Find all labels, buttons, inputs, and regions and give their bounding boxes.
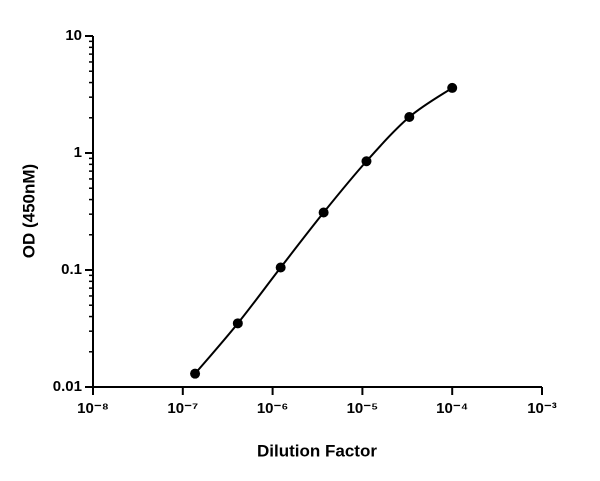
- y-tick-label: 0.1: [61, 261, 82, 278]
- y-axis-title: OD (450nM): [19, 164, 38, 258]
- fit-curve: [194, 87, 453, 375]
- data-point: [275, 262, 286, 273]
- data-point: [232, 318, 243, 329]
- y-tick-label: 1: [74, 144, 82, 161]
- x-tick-label: 10⁻⁷: [167, 400, 198, 417]
- x-tick-label: 10⁻⁶: [257, 400, 289, 417]
- x-tick-label: 10⁻³: [527, 400, 557, 417]
- x-tick-label: 10⁻⁴: [436, 400, 468, 417]
- data-point: [190, 368, 201, 379]
- data-point: [361, 156, 372, 167]
- x-tick-label: 10⁻⁸: [77, 400, 109, 417]
- data-point: [318, 207, 329, 218]
- data-point: [404, 112, 415, 123]
- y-tick-label: 0.01: [53, 378, 82, 395]
- x-tick-label: 10⁻⁵: [347, 400, 379, 417]
- data-point: [447, 82, 458, 93]
- x-axis-title: Dilution Factor: [257, 441, 377, 460]
- y-tick-label: 10: [65, 27, 82, 44]
